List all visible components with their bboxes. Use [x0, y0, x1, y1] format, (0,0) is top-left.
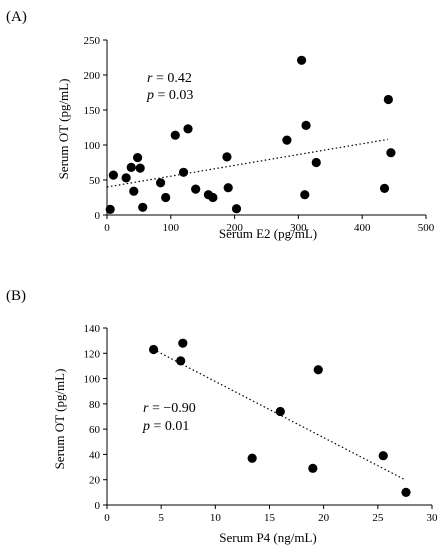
data-point-a — [296, 55, 307, 65]
data-point-b — [247, 453, 257, 463]
data-point-b — [308, 463, 318, 473]
trendline-a — [106, 138, 388, 188]
x-tick-label-b: 10 — [210, 512, 222, 524]
y-tick-label-b: 0 — [95, 500, 101, 512]
data-point-b — [378, 451, 388, 461]
data-point-b — [176, 356, 186, 366]
data-point-a — [208, 192, 218, 203]
data-point-a — [170, 130, 180, 140]
data-point-a — [135, 163, 145, 173]
y-axis-title-b: Serum OT (pg/mL) — [52, 369, 67, 470]
data-point-a — [121, 173, 131, 183]
x-tick-label-a: 100 — [163, 222, 180, 234]
data-point-a — [138, 202, 148, 212]
data-point-b — [313, 365, 323, 375]
stat-r-a: r = 0.42 — [147, 71, 192, 86]
x-tick-label-b: 30 — [427, 512, 439, 524]
x-tick-label-a: 300 — [290, 222, 307, 234]
stat-p-symbol-b: p — [142, 419, 150, 434]
data-point-a — [223, 183, 233, 193]
x-tick-label-a: 0 — [104, 222, 110, 234]
x-tick-label-b: 15 — [264, 512, 276, 524]
x-axis-title-a: Serum E2 (pg/mL) — [219, 226, 317, 241]
stat-r-symbol-b: r — [143, 401, 149, 416]
data-point-a — [386, 148, 396, 158]
x-axis-title-b: Serum P4 (ng/mL) — [219, 530, 317, 545]
data-point-a — [301, 120, 311, 130]
data-point-b — [148, 344, 159, 355]
x-tick-label-a: 500 — [418, 222, 435, 234]
x-tick-label-a: 200 — [226, 222, 243, 234]
data-point-a — [183, 124, 193, 134]
data-point-a — [178, 167, 189, 177]
y-tick-label-b: 40 — [89, 449, 101, 461]
plot-area-a: 0 100 200 300 400 500 0 50 100 150 200 250 — [84, 35, 435, 234]
x-tick-label-b: 20 — [318, 512, 330, 524]
panel-label-b: (B) — [6, 288, 26, 304]
data-point-b — [401, 487, 411, 497]
x-tick-label-a: 400 — [354, 222, 371, 234]
data-point-a — [108, 170, 118, 180]
data-point-a — [126, 162, 136, 172]
x-tick-label-b: 5 — [158, 512, 164, 524]
plot-area-b: 0 5 10 15 20 25 30 0 20 40 60 80 100 120 140 — [84, 323, 439, 524]
y-tick-label-a: 150 — [84, 105, 101, 117]
data-point-a — [231, 204, 242, 214]
stat-r-value-a: = 0.42 — [152, 71, 191, 86]
data-point-a — [191, 184, 201, 194]
y-tick-label-a: 200 — [84, 70, 101, 82]
data-point-a — [161, 192, 171, 203]
data-point-a — [222, 152, 232, 162]
stat-p-a: p = 0.03 — [146, 88, 193, 103]
y-tick-label-a: 100 — [84, 140, 101, 152]
panel-label-a: (A) — [6, 9, 27, 25]
y-tick-label-b: 140 — [84, 323, 101, 335]
y-tick-label-b: 20 — [89, 475, 101, 487]
stat-p-value-b: = 0.01 — [150, 419, 189, 434]
data-point-b — [275, 406, 285, 417]
stat-r-b: r = −0.90 — [143, 401, 196, 416]
data-point-a — [105, 204, 115, 214]
stat-p-symbol-a: p — [146, 88, 154, 103]
stat-p-value-a: = 0.03 — [154, 88, 193, 103]
y-tick-label-b: 100 — [84, 374, 101, 386]
y-tick-label-a: 250 — [84, 35, 101, 47]
y-axis-title-a: Serum OT (pg/mL) — [56, 79, 71, 180]
data-point-a — [311, 157, 321, 168]
data-point-a — [155, 178, 166, 188]
data-point-a — [282, 135, 292, 145]
y-tick-label-b: 80 — [89, 399, 101, 411]
stat-r-value-b: = −0.90 — [148, 401, 195, 416]
data-point-b — [178, 338, 188, 348]
x-tick-label-b: 0 — [104, 512, 110, 524]
data-point-a — [129, 186, 139, 196]
data-point-a — [300, 190, 310, 200]
y-tick-label-b: 60 — [89, 424, 101, 436]
data-point-a — [379, 183, 390, 193]
data-point-a — [383, 94, 393, 105]
y-tick-label-a: 0 — [95, 210, 101, 222]
x-tick-label-b: 25 — [372, 512, 384, 524]
stat-r-symbol-a: r — [147, 71, 153, 86]
stat-p-b: p = 0.01 — [142, 419, 189, 434]
y-tick-label-b: 120 — [84, 348, 101, 360]
y-tick-label-a: 50 — [89, 175, 101, 187]
data-point-a — [133, 153, 143, 163]
